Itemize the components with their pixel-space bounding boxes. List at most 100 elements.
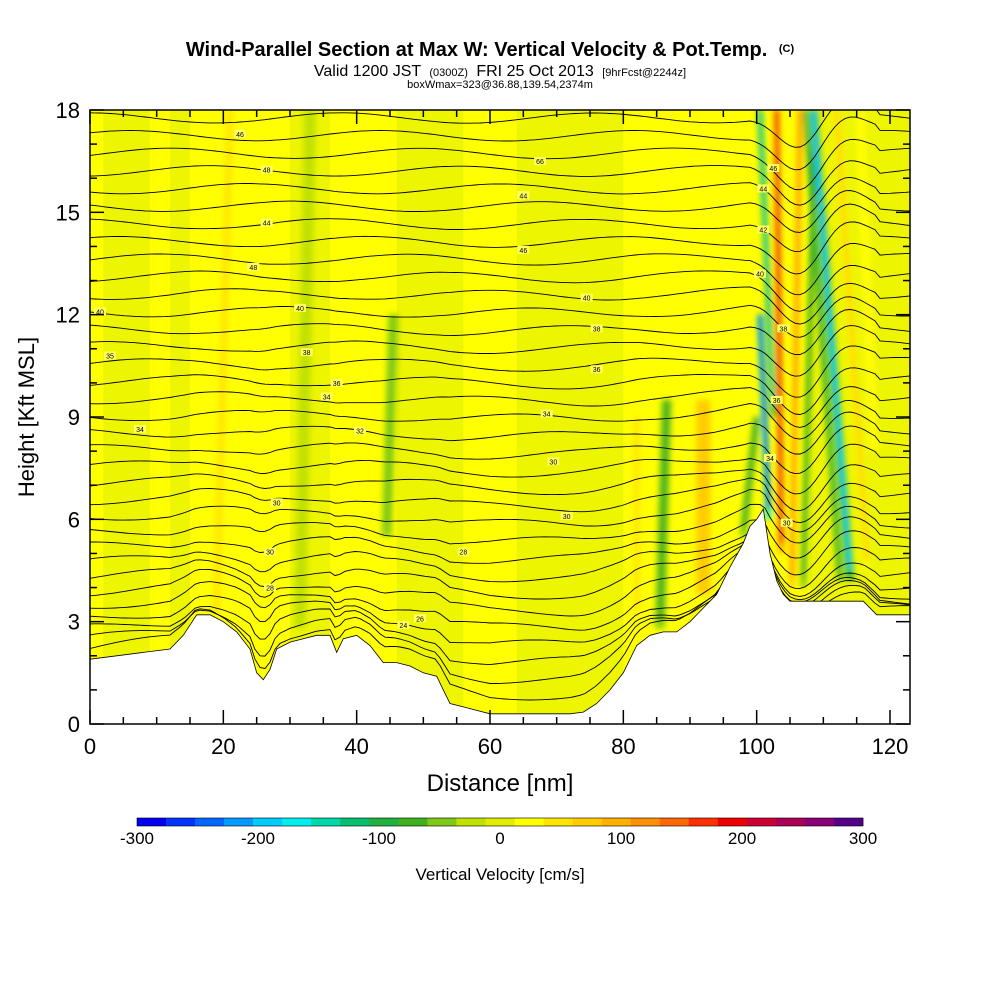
contour-label-6: 36 [333,381,341,388]
colorbar-swatch-23 [804,818,835,826]
y-tick-label-6: 18 [56,98,80,123]
contour-label-bg-10 [264,547,276,556]
colorbar-tick-label-4: 100 [607,829,635,848]
theta-contour-19 [90,345,910,398]
theta-contour-8 [90,516,910,564]
colorbar-swatch-13 [514,818,544,826]
contour-label-bg-23 [590,365,603,374]
contour-label-bg-15 [94,307,106,316]
contour-label-bg-13 [414,614,426,623]
chart-subtitle: Valid 1200 JST (0300Z) FRI 25 Oct 2013 [… [314,63,686,80]
theta-contour-10 [90,488,910,533]
contour-label-bg-26 [560,511,573,520]
velocity-wash-1 [170,110,190,724]
colorbar-frame [136,817,864,827]
velocity-feature-core-11 [758,110,775,407]
contour-label-12: 28 [459,550,467,557]
terrain-layer [90,507,910,724]
contour-label-22: 38 [593,326,601,333]
theta-contour-9 [90,503,910,545]
velocity-feature-core-15 [811,110,853,571]
theta-contour-16 [90,399,910,440]
y-tick-label-4: 12 [56,303,80,328]
terrain-fill [90,507,910,724]
velocity-feature-core-0 [213,110,234,612]
contour-label-11: 28 [266,586,274,593]
chart-title-text: Wind-Parallel Section at Max W: Vertical… [186,39,767,61]
chart-title-mark: (C) [779,43,795,55]
contour-label-1: 48 [263,168,271,175]
colorbar-swatch-7 [340,818,370,826]
contour-label-bg-8 [354,426,366,435]
colorbar-swatch-1 [166,818,196,826]
velocity-feature-core-17 [834,110,869,561]
theta-contour-32 [90,116,910,171]
contour-label-7: 34 [323,395,331,402]
contour-label-bg-32 [770,395,783,404]
contour-label-bg-30 [754,269,766,278]
theta-contour-7 [90,530,910,583]
theta-contour-20 [90,325,910,377]
subtitle-date: FRI 25 Oct 2013 [476,63,593,80]
colorbar-swatch-24 [833,818,864,826]
contour-label-bg-27 [767,163,780,172]
theta-contour-27 [90,203,910,253]
x-tick-label-5: 100 [738,734,775,759]
x-tick-label-2: 40 [344,734,368,759]
colorbar-swatch-16 [601,818,631,826]
colorbar-swatch-9 [398,818,428,826]
plot-area: 4648444840383634323030282826244035346644… [90,110,910,724]
contour-label-bg-33 [764,453,776,462]
contour-label-2: 44 [263,221,271,228]
contour-label-34: 30 [783,521,791,528]
contour-label-24: 34 [543,412,551,419]
contour-label-bg-2 [260,218,273,227]
y-tick-label-2: 6 [68,507,80,532]
contour-label-bg-24 [540,409,553,418]
x-tick-label-0: 0 [84,734,96,759]
theta-contour-12 [90,464,910,512]
contour-label-14: 24 [399,623,407,630]
theta-contour-26 [90,221,910,275]
contour-label-23: 36 [593,367,601,374]
velocity-feature-core-3 [336,314,350,527]
colorbar-swatch-3 [224,818,254,826]
contour-label-bg-20 [517,245,530,254]
contour-label-33: 34 [766,456,774,463]
velocity-feature-core-7 [633,417,640,612]
colorbar-tick-label-5: 200 [728,829,756,848]
contour-label-0: 46 [236,132,244,139]
colorbar-swatch-5 [282,818,312,826]
contour-label-27: 46 [769,166,777,173]
contour-label-19: 44 [519,193,527,200]
contour-label-bg-34 [780,518,793,527]
colorbar-swatch-15 [572,818,602,826]
contour-label-bg-9 [270,498,283,507]
contour-label-bg-28 [757,184,770,193]
y-tick-label-3: 9 [68,405,80,430]
contour-label-29: 42 [759,227,767,234]
contour-label-21: 40 [583,296,591,303]
theta-contour-6 [90,537,910,600]
x-axis: 0 20 40 60 80 100 120 [84,110,908,759]
y-tick-label-1: 3 [68,610,80,635]
contour-label-3: 48 [249,265,257,272]
contour-label-5: 38 [303,350,311,357]
colorbar-swatch-4 [253,818,283,826]
velocity-wash-4 [516,110,624,724]
theta-contour-24 [90,264,910,312]
contour-label-17: 34 [136,427,144,434]
contour-label-16: 35 [106,354,114,361]
contour-label-bg-6 [330,378,343,387]
theta-contour-17 [90,386,910,428]
contour-label-bg-16 [104,351,116,360]
velocity-feature-core-4 [383,314,397,527]
contour-label-32: 36 [773,398,781,405]
velocity-feature-core-13 [790,110,802,578]
contour-label-bg-4 [294,303,306,312]
velocity-wash-3 [396,110,464,724]
theta-contour-25 [90,242,910,296]
contour-label-bg-25 [547,457,560,466]
x-tick-label-3: 60 [478,734,502,759]
colorbar-swatch-20 [717,818,748,826]
